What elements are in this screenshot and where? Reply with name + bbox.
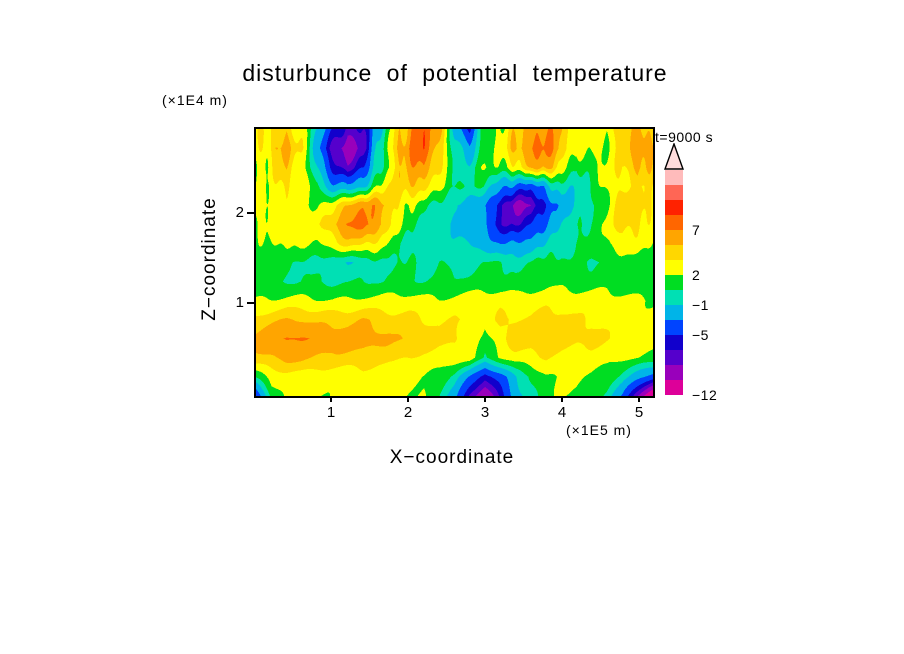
z-tick-label: 2 xyxy=(235,204,244,221)
colorbar xyxy=(665,170,683,395)
colorbar-tick-label: 7 xyxy=(692,222,701,238)
x-tick-label: 5 xyxy=(634,404,644,421)
colorbar-segment xyxy=(665,185,683,200)
colorbar-segment xyxy=(665,230,683,245)
colorbar-tick-label: −1 xyxy=(692,297,709,313)
x-tick-label: 4 xyxy=(557,404,567,421)
x-tick-mark xyxy=(561,396,563,402)
colorbar-segment xyxy=(665,305,683,320)
heatmap-canvas xyxy=(256,129,653,396)
colorbar-tick-label: −5 xyxy=(692,327,709,343)
z-axis-unit-label: (×1E4 m) xyxy=(162,92,228,108)
colorbar-segment xyxy=(665,335,683,350)
z-axis-title: Z−coordinate xyxy=(199,197,220,321)
chart-title: disturbunce of potential temperature xyxy=(242,60,668,86)
plot-area xyxy=(254,127,655,398)
colorbar-segment xyxy=(665,275,683,290)
x-tick-mark xyxy=(484,396,486,402)
x-tick-label: 1 xyxy=(326,404,336,421)
colorbar-segment xyxy=(665,170,683,185)
time-annotation: t=9000 s xyxy=(655,129,714,145)
colorbar-segment xyxy=(665,290,683,305)
colorbar-segment xyxy=(665,260,683,275)
z-tick-mark xyxy=(247,302,254,304)
colorbar-segment xyxy=(665,380,683,395)
x-tick-mark xyxy=(407,396,409,402)
z-tick-label: 1 xyxy=(235,294,244,311)
colorbar-segment xyxy=(665,350,683,365)
x-tick-label: 3 xyxy=(480,404,490,421)
colorbar-arrow-icon xyxy=(664,143,684,170)
colorbar-tick-label: 2 xyxy=(692,267,701,283)
colorbar-labels: 7 2 −1 −5 −12 xyxy=(692,170,732,403)
colorbar-tick-label: −12 xyxy=(692,387,718,403)
colorbar-segment xyxy=(665,200,683,215)
x-axis: 1 2 3 4 5 xyxy=(254,394,651,424)
z-tick-mark xyxy=(247,212,254,214)
x-tick-mark xyxy=(638,396,640,402)
x-tick-label: 2 xyxy=(403,404,413,421)
x-axis-unit-label: (×1E5 m) xyxy=(566,422,632,438)
colorbar-segment xyxy=(665,245,683,260)
x-tick-mark xyxy=(330,396,332,402)
x-axis-title: X−coordinate xyxy=(389,447,515,468)
colorbar-segment xyxy=(665,365,683,380)
colorbar-segment xyxy=(665,215,683,230)
colorbar-segment xyxy=(665,320,683,335)
